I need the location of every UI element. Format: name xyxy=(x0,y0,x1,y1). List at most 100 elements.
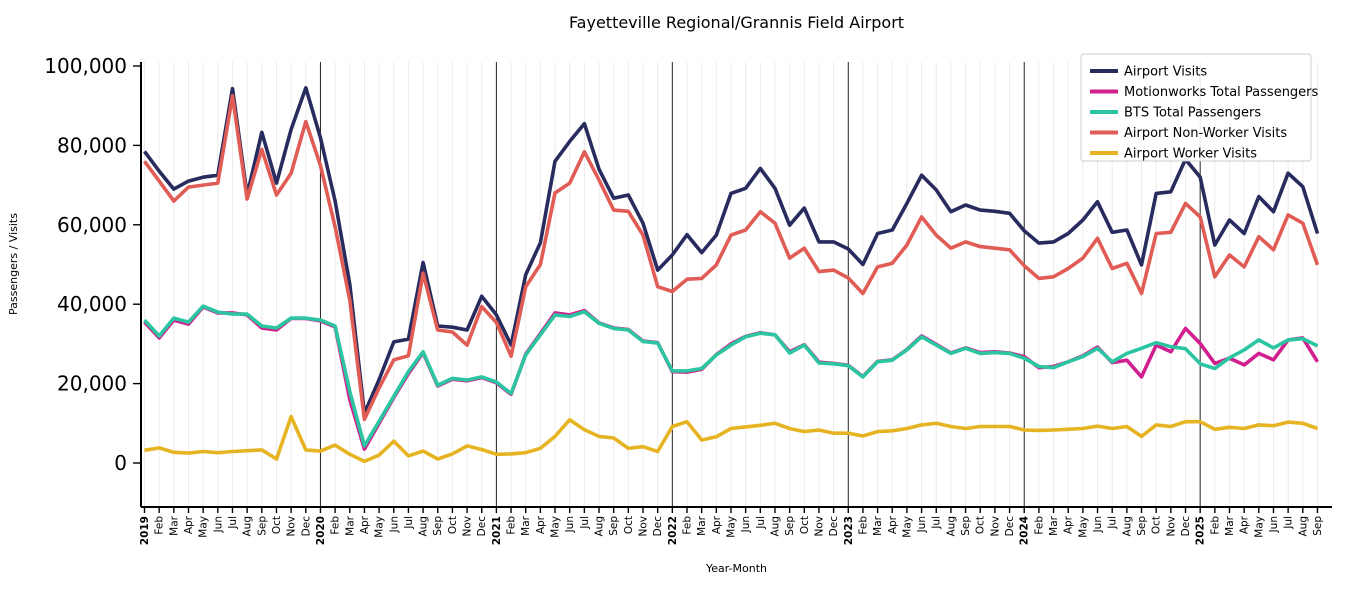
x-tick-label: Oct xyxy=(623,516,635,534)
x-tick-label: Mar xyxy=(344,515,356,535)
gridlines xyxy=(144,62,1318,507)
legend-label-airport-visits: Airport Visits xyxy=(1124,65,1207,80)
x-tick-label: 2020 xyxy=(315,516,327,545)
x-tick-label: Feb xyxy=(154,516,166,535)
legend: Airport Visits Motionworks Total Passenge… xyxy=(1080,53,1319,162)
x-tick-label: Feb xyxy=(1033,516,1045,535)
x-tick-label: Sep xyxy=(1136,516,1148,536)
y-axis-label: Passengers / Visits xyxy=(7,213,20,315)
x-tick-label: Aug xyxy=(418,516,430,537)
legend-label-motionworks-total-passengers: Motionworks Total Passengers xyxy=(1124,85,1319,100)
x-axis: 2019 Feb Mar Apr May Jun Jul Aug Sep Oct Nov Dec 202… xyxy=(139,507,1324,545)
chart-title: Fayetteville Regional/Grannis Field Airp… xyxy=(569,13,904,32)
x-tick-label: Nov xyxy=(286,516,298,537)
x-tick-label: Jul xyxy=(755,516,767,530)
x-tick-label: Nov xyxy=(1165,516,1177,537)
series-line-bts-total-passengers xyxy=(143,304,1319,448)
legend-label-airport-non-worker-visits: Airport Non-Worker Visits xyxy=(1124,126,1287,141)
x-tick-label: Nov xyxy=(462,516,474,537)
series-line-airport-visits xyxy=(143,86,1320,416)
y-tick-label: 20,000 xyxy=(57,372,127,396)
x-tick-label: Jun xyxy=(916,516,928,533)
x-tick-label: Oct xyxy=(799,516,811,534)
x-tick-label: Dec xyxy=(1180,516,1192,537)
x-tick-label: May xyxy=(1077,516,1089,538)
x-tick-label: Sep xyxy=(608,516,620,536)
y-axis: 0 20,000 40,000 60,000 80,000 100,000 xyxy=(44,54,141,475)
x-tick-label: May xyxy=(550,516,562,538)
x-tick-label: Sep xyxy=(256,516,268,536)
x-tick-label: Apr xyxy=(1239,515,1251,534)
x-tick-label: 2022 xyxy=(667,516,679,545)
x-tick-label: Sep xyxy=(784,516,796,536)
x-tick-label: Jul xyxy=(579,516,591,530)
x-tick-label: 2024 xyxy=(1019,516,1031,545)
x-tick-label: Mar xyxy=(168,515,180,535)
x-tick-label: Mar xyxy=(872,515,884,535)
legend-label-airport-worker-visits: Airport Worker Visits xyxy=(1124,147,1257,162)
x-tick-label: Nov xyxy=(813,516,825,537)
x-tick-label: May xyxy=(1253,516,1265,538)
x-tick-label: Dec xyxy=(1004,516,1016,537)
y-tick-label: 0 xyxy=(114,451,127,475)
x-axis-label: Year-Month xyxy=(705,562,767,575)
x-tick-label: Jul xyxy=(931,516,943,530)
x-tick-label: Sep xyxy=(1312,516,1324,536)
x-tick-label: May xyxy=(198,516,210,538)
x-tick-label: Aug xyxy=(769,516,781,537)
x-tick-label: May xyxy=(374,516,386,538)
x-tick-label: Oct xyxy=(271,516,283,534)
x-tick-label: Sep xyxy=(960,516,972,536)
x-tick-label: Mar xyxy=(696,515,708,535)
x-tick-label: Apr xyxy=(1063,515,1075,534)
x-tick-label: Aug xyxy=(1121,516,1133,537)
x-tick-label: Oct xyxy=(975,516,987,534)
y-tick-label: 80,000 xyxy=(57,133,127,157)
x-tick-label: Feb xyxy=(681,516,693,535)
x-tick-label: 2021 xyxy=(491,516,503,545)
x-tick-label: May xyxy=(901,516,913,538)
x-tick-label: Sep xyxy=(432,516,444,536)
x-tick-label: 2019 xyxy=(139,516,151,545)
x-tick-label: Mar xyxy=(520,515,532,535)
x-tick-label: Jul xyxy=(1107,516,1119,530)
series-line-airport-worker-visits xyxy=(144,414,1319,464)
x-tick-label: Nov xyxy=(989,516,1001,537)
x-tick-label: May xyxy=(725,516,737,538)
x-tick-label: Feb xyxy=(1209,516,1221,535)
x-tick-label: Jun xyxy=(740,516,752,533)
x-tick-label: Apr xyxy=(887,515,899,534)
x-tick-label: Jun xyxy=(388,516,400,533)
x-tick-label: Nov xyxy=(638,516,650,537)
x-tick-label: Jul xyxy=(403,516,415,530)
x-tick-label: Aug xyxy=(945,516,957,537)
x-tick-label: Apr xyxy=(535,515,547,534)
x-tick-label: Oct xyxy=(1151,516,1163,534)
y-tick-label: 60,000 xyxy=(57,213,127,237)
x-tick-label: Jun xyxy=(564,516,576,533)
x-tick-label: Apr xyxy=(183,515,195,534)
x-tick-label: 2023 xyxy=(843,516,855,545)
x-tick-label: Dec xyxy=(476,516,488,537)
x-tick-label: Jun xyxy=(1092,516,1104,533)
x-tick-label: Dec xyxy=(300,516,312,537)
legend-label-bts-total-passengers: BTS Total Passengers xyxy=(1124,106,1261,121)
x-tick-label: Feb xyxy=(857,516,869,535)
x-tick-label: Feb xyxy=(506,516,518,535)
series-lines xyxy=(143,86,1320,464)
x-tick-label: Dec xyxy=(828,516,840,537)
x-tick-label: Aug xyxy=(1297,516,1309,537)
x-tick-label: Jun xyxy=(1268,516,1280,533)
x-tick-label: Jul xyxy=(1283,516,1295,530)
x-tick-label: Aug xyxy=(594,516,606,537)
x-tick-label: Aug xyxy=(242,516,254,537)
y-tick-label: 100,000 xyxy=(44,54,127,78)
x-tick-label: Apr xyxy=(359,515,371,534)
x-tick-label: Jul xyxy=(227,516,239,530)
legend-box xyxy=(1080,53,1312,162)
x-tick-label: Dec xyxy=(652,516,664,537)
x-tick-label: Apr xyxy=(711,515,723,534)
series-line-airport-non-worker-visits xyxy=(143,94,1320,422)
